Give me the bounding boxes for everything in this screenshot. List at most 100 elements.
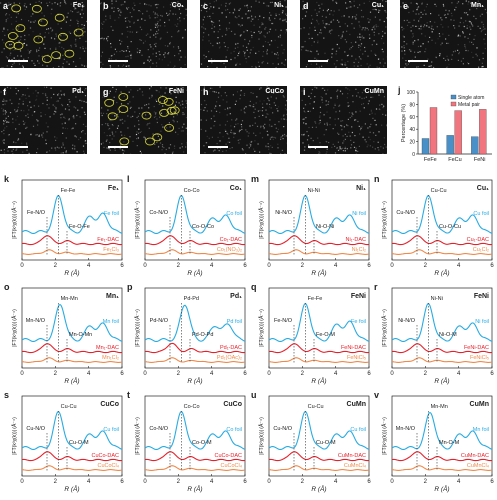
x-tick-label: 4 — [457, 479, 461, 485]
scale-bar — [108, 60, 128, 62]
scale-bar — [108, 146, 128, 148]
series-label: Fe₁-DAC — [97, 237, 119, 243]
series-line — [21, 249, 123, 255]
peak-label: Co-Co — [184, 404, 200, 410]
series-line — [21, 235, 123, 246]
series-line — [144, 194, 246, 234]
microscopy-image-f: f Pd₁ — [0, 86, 87, 154]
series-line — [21, 357, 123, 363]
element-label: Pd₁ — [72, 88, 84, 95]
series-line — [21, 303, 123, 342]
series-label: CuCo-DAC — [91, 453, 119, 459]
series-line — [144, 465, 246, 471]
x-tick-label: 0 — [390, 263, 394, 269]
atom-pair-circle — [42, 55, 52, 63]
y-axis-label: |FT(k³χ(k))| (Å⁻⁴) — [381, 417, 388, 455]
panel-letter: b — [103, 1, 109, 11]
plot-frame — [21, 179, 123, 261]
panel-letter: e — [403, 1, 409, 11]
panel-letter: v — [374, 390, 379, 400]
scale-bar — [208, 146, 228, 148]
panel-letter: t — [127, 390, 130, 400]
series-line — [268, 357, 370, 363]
plot-frame — [391, 179, 493, 261]
plot-frame — [391, 395, 493, 477]
peak-label: Co-Co — [184, 188, 200, 194]
series-line — [391, 302, 493, 342]
y-axis-label: |FT(k³χ(k))| (Å⁻⁴) — [258, 201, 265, 239]
y-axis-label: |FT(k³χ(k))| (Å⁻⁴) — [381, 309, 388, 347]
x-tick-label: 6 — [243, 263, 247, 269]
peak-label: Cu-N/O — [396, 210, 415, 216]
image-speckle — [100, 86, 187, 154]
peak-label: Fe-N/O — [27, 210, 46, 216]
bar-FeCu-0 — [446, 135, 454, 155]
peak-label: Cu-Cu — [431, 188, 447, 194]
atom-pair-circle — [13, 41, 24, 50]
x-tick-label: 2 — [177, 371, 181, 377]
atom-pair-circle — [107, 112, 118, 121]
element-label: Pd₁ — [230, 293, 242, 300]
x-tick-label: 0 — [390, 371, 394, 377]
scale-bar — [8, 146, 28, 148]
series-label: Ni foil — [352, 211, 366, 217]
exafs-panel-t: t CuCo 0 2 4 6 R (Å) |FT(k³χ(k))| (Å⁻⁴) Co foil C… — [127, 390, 247, 493]
microscopy-image-d: d Cu₁ — [300, 0, 387, 68]
bar-FeCu-1 — [454, 110, 462, 155]
x-tick-label: FeCu — [448, 157, 461, 163]
bar-FeFe-1 — [429, 107, 438, 155]
image-speckle — [301, 86, 387, 154]
series-line — [144, 304, 246, 342]
atom-pair-circle — [164, 124, 174, 132]
plot-frame — [268, 179, 370, 261]
panel-letter: l — [127, 174, 130, 184]
peak-label: Mn-N/O — [26, 318, 46, 324]
atom-pair-circle — [32, 4, 42, 13]
atom-pair-circle — [51, 51, 61, 59]
panel-letter: a — [3, 1, 9, 11]
x-tick-label: 0 — [267, 371, 271, 377]
element-label: CuCo — [223, 401, 242, 408]
series-label: FeNiCl₅ — [470, 355, 489, 361]
series-label: Pd foil — [227, 319, 242, 325]
element-label: CuCo — [265, 88, 284, 95]
legend-label: Single atom — [458, 95, 484, 101]
x-tick-label: 4 — [87, 479, 91, 485]
plot-frame — [391, 287, 493, 369]
series-line — [391, 249, 493, 255]
series-label: Cu₁-DAC — [467, 237, 489, 243]
series-line — [268, 451, 370, 462]
peak-label: Ni-N/O — [275, 210, 293, 216]
microscopy-image-g: g FeNi — [100, 86, 187, 154]
x-tick-label: 4 — [334, 263, 338, 269]
x-tick-label: 4 — [457, 263, 461, 269]
panel-letter: o — [4, 282, 10, 292]
panel-letter: p — [127, 282, 133, 292]
x-tick-label: 2 — [301, 371, 305, 377]
x-tick-label: 6 — [243, 479, 247, 485]
series-label: CuCoCl₄ — [220, 463, 242, 469]
peak-label: Co-O-M — [192, 440, 212, 446]
series-line — [268, 410, 370, 450]
plot-frame — [268, 395, 370, 477]
series-label: CuCo-DAC — [214, 453, 242, 459]
atom-pair-circle — [119, 137, 130, 146]
atom-pair-circle — [33, 35, 44, 44]
peak-label: Cu-O-Cu — [439, 224, 461, 230]
series-label: Mn foil — [103, 319, 119, 325]
exafs-panel-o: o Mn₁ 0 2 4 6 R (Å) |FT(k³χ(k))| (Å⁻⁴) Mn foil Mn… — [4, 282, 124, 385]
scale-bar — [308, 146, 328, 148]
peak-label: Mn-N/O — [396, 426, 416, 432]
x-tick-label: 2 — [54, 371, 58, 377]
peak-label: Pd-Pd — [184, 296, 199, 302]
microscopy-image-i: i CuMn — [300, 86, 387, 154]
x-tick-label: 6 — [367, 263, 371, 269]
atom-pair-circle — [73, 28, 84, 37]
atom-pair-circle — [145, 137, 155, 146]
peak-label: Mn-O-Mn — [69, 332, 92, 338]
x-tick-label: 0 — [20, 479, 24, 485]
y-axis-label: |FT(k³χ(k))| (Å⁻⁴) — [258, 417, 265, 455]
scale-bar — [8, 60, 28, 62]
atom-pair-circle — [38, 18, 48, 27]
series-label: Cu foil — [350, 427, 366, 433]
